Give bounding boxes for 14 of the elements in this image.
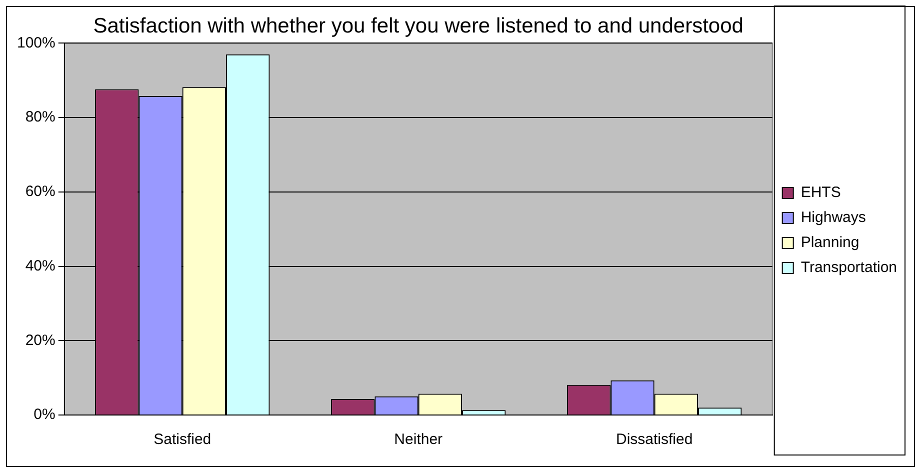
legend-label: Planning: [800, 234, 860, 252]
y-tick-label: 100%: [16, 34, 56, 52]
legend-label: Transportation: [800, 259, 898, 276]
x-tick-label: Neither: [394, 431, 443, 448]
y-tick-label: 40%: [25, 257, 56, 274]
y-tick-label: 0%: [34, 406, 56, 424]
legend-label: EHTS: [800, 184, 841, 202]
y-tick-label: 20%: [25, 332, 56, 349]
legend-label: Highways: [800, 209, 866, 226]
y-tick-label: 80%: [25, 108, 56, 126]
y-tick-label: 60%: [25, 183, 56, 200]
x-tick-label: Satisfied: [154, 431, 212, 448]
chart-title: Satisfaction with whether you felt you were listened to and understood: [93, 14, 744, 38]
x-tick-label: Dissatisfied: [616, 431, 693, 448]
